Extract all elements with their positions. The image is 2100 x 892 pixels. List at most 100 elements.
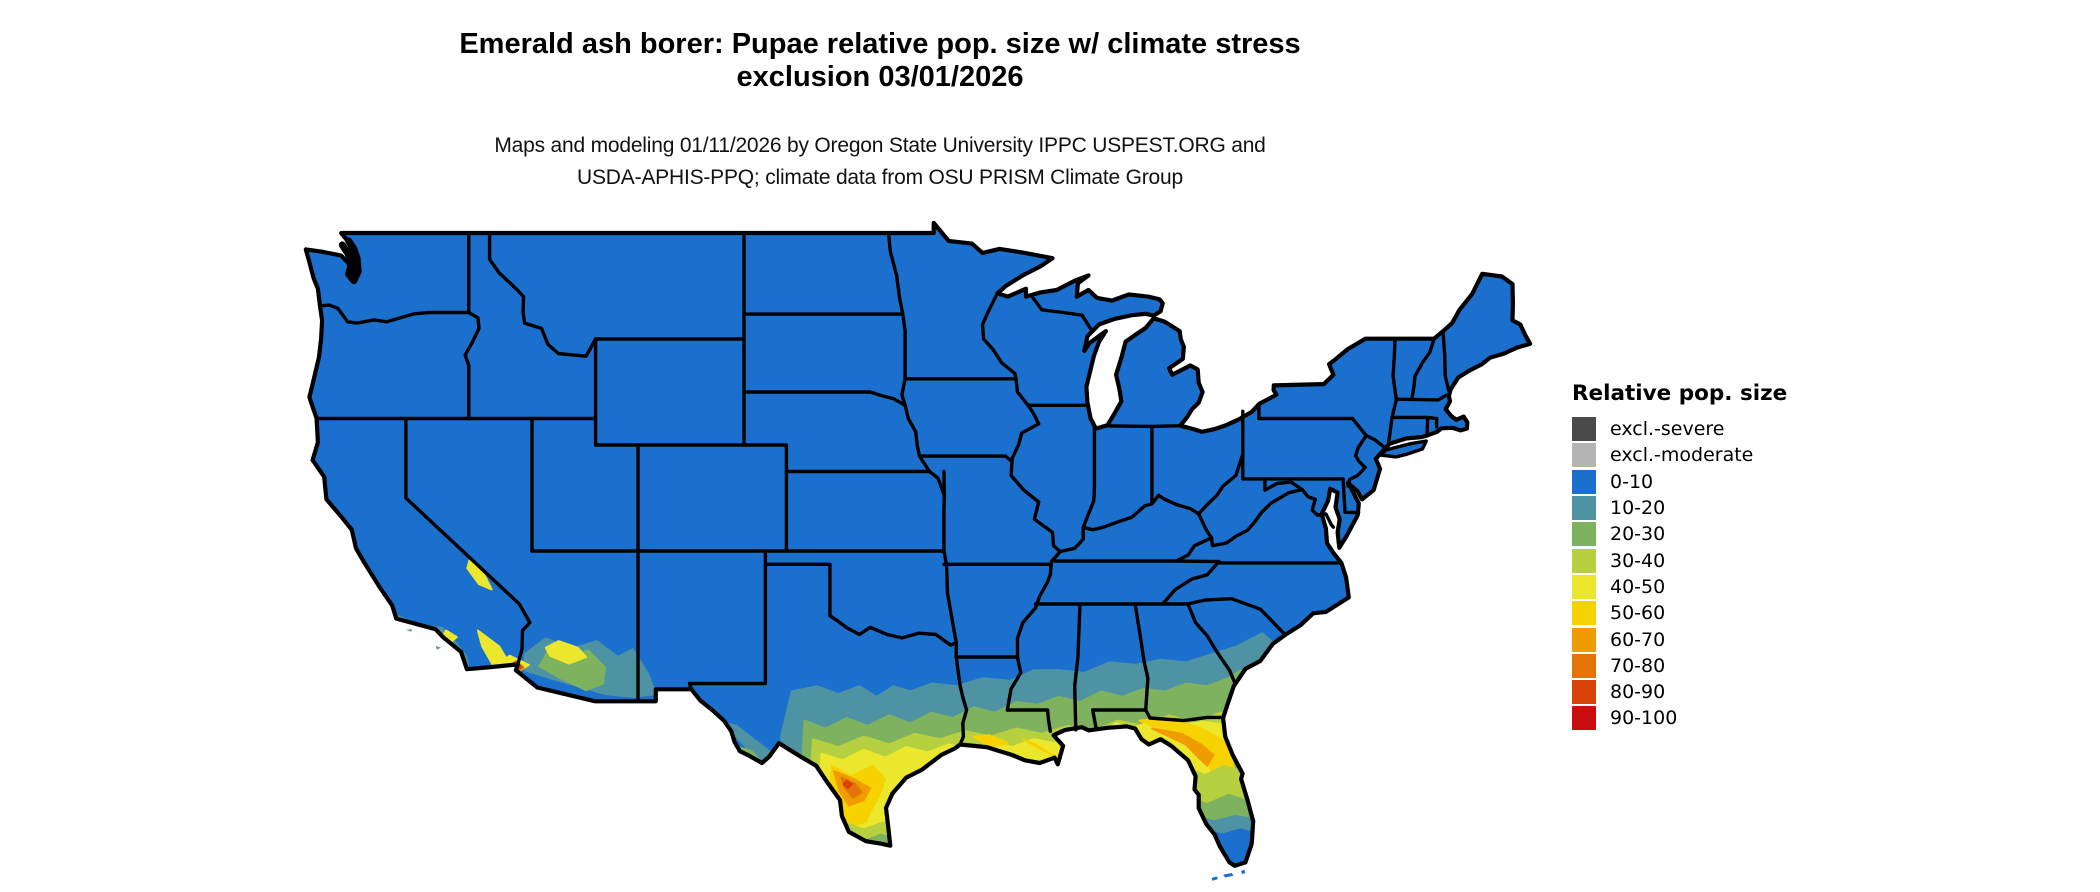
state-border [1031, 296, 1094, 333]
state-border [900, 377, 907, 407]
band-c2 [737, 746, 759, 759]
subtitle-line-1: Maps and modeling 01/11/2026 by Oregon S… [494, 134, 1266, 157]
state-border [1386, 337, 1398, 447]
state-border [1148, 715, 1224, 723]
legend-row-20-30: 20-30 [1572, 521, 1787, 547]
legend-label: excl.-severe [1610, 418, 1725, 441]
state-border [886, 231, 905, 316]
subtitle-line-2: USDA-APHIS-PPQ; climate data from OSU PR… [577, 166, 1183, 189]
state-border [903, 403, 946, 497]
state-border [687, 549, 768, 691]
figure-subtitle: Maps and modeling 01/11/2026 by Oregon S… [150, 130, 1610, 194]
state-border [1107, 424, 1183, 429]
channel-island [436, 645, 441, 650]
channel-island [405, 629, 413, 632]
state-border [1263, 477, 1304, 492]
state-border [763, 562, 958, 647]
legend-swatch-60-70 [1572, 627, 1596, 652]
legend-swatch-50-60 [1572, 601, 1596, 626]
florida-keys [1211, 876, 1218, 881]
puget-sound [338, 237, 362, 285]
legend-items: excl.-severe excl.-moderate 0-10 10-20 20-30… [1572, 416, 1787, 732]
band-c4 [544, 640, 588, 665]
state-border [1081, 423, 1097, 529]
title-line-1: Emerald ash borer: Pupae relative pop. s… [459, 28, 1301, 60]
legend-row-60-70: 60-70 [1572, 626, 1787, 652]
legend-label: 30-40 [1610, 549, 1666, 572]
state-border [1174, 512, 1214, 563]
state-border [1161, 559, 1221, 606]
legend-row-excl.-severe: excl.-severe [1572, 416, 1787, 442]
legend-label: 80-90 [1610, 681, 1666, 704]
legend-row-10-20: 10-20 [1572, 495, 1787, 521]
state-border [1186, 597, 1287, 636]
state-border [1441, 329, 1451, 392]
state-border [1241, 452, 1345, 481]
band-c1 [842, 844, 893, 866]
band-c5 [973, 734, 1009, 749]
state-border [917, 454, 1014, 464]
band-c3 [833, 821, 895, 866]
legend-label: 40-50 [1610, 575, 1666, 598]
legend-label: 0-10 [1610, 470, 1654, 493]
state-border [318, 303, 471, 325]
state-border [942, 549, 958, 645]
legend-row-80-90: 80-90 [1572, 679, 1787, 705]
band-c8 [842, 780, 854, 790]
state-border [980, 291, 999, 327]
legend-title: Relative pop. size [1572, 381, 1788, 406]
state-border [487, 231, 598, 358]
legend-row-30-40: 30-40 [1572, 547, 1787, 573]
florida-keys [1241, 869, 1246, 875]
state-border [1390, 415, 1439, 421]
state-border [1300, 487, 1336, 529]
state-border [1257, 403, 1368, 438]
legend-swatch-80-90 [1572, 680, 1596, 705]
state-border [1209, 487, 1304, 548]
legend-swatch-40-50 [1572, 574, 1596, 599]
legend-label: 60-70 [1610, 628, 1666, 651]
state-border [1394, 393, 1448, 402]
state-border [1052, 559, 1221, 564]
legend-swatch-20-30 [1572, 522, 1596, 547]
us-outline [303, 220, 1533, 868]
state-borders [314, 231, 1451, 747]
legend-row-excl.-moderate: excl.-moderate [1572, 442, 1787, 468]
legend-label: 90-100 [1610, 707, 1678, 730]
state-border [742, 390, 907, 407]
legend-row-70-80: 70-80 [1572, 653, 1787, 679]
state-border [954, 640, 969, 747]
legend-label: 70-80 [1610, 654, 1666, 677]
state-border [1186, 602, 1237, 685]
legend-swatch-70-80 [1572, 653, 1596, 678]
legend-swatch-90-100 [1572, 706, 1596, 731]
long-island [1378, 439, 1428, 459]
legend-row-50-60: 50-60 [1572, 600, 1787, 626]
legend: Relative pop. size excl.-severe excl.-mod… [1572, 381, 1787, 732]
band-c4 [476, 629, 510, 666]
florida-keys [1223, 873, 1234, 878]
state-border [1058, 452, 1245, 554]
band-c6 [1151, 727, 1215, 767]
legend-swatch-10-20 [1572, 496, 1596, 521]
legend-label: 10-20 [1610, 497, 1666, 520]
legend-row-0-10: 0-10 [1572, 469, 1787, 495]
state-border [1005, 708, 1052, 733]
state-border [1364, 433, 1385, 448]
legend-swatch-excl.-severe [1572, 417, 1596, 442]
legend-label: excl.-moderate [1610, 444, 1754, 467]
state-border [1425, 416, 1430, 437]
state-border [1073, 602, 1082, 732]
legend-swatch-30-40 [1572, 548, 1596, 573]
band-c4 [466, 559, 493, 591]
state-border [463, 310, 481, 421]
state-border [1410, 337, 1436, 402]
figure-title: Emerald ash borer: Pupae relative pop. s… [150, 28, 1610, 94]
legend-swatch-0-10 [1572, 469, 1596, 494]
legend-row-90-100: 90-100 [1572, 705, 1787, 731]
state-border [1346, 433, 1368, 488]
state-border [1341, 477, 1361, 515]
legend-label: 50-60 [1610, 602, 1666, 625]
state-border [901, 312, 1018, 381]
